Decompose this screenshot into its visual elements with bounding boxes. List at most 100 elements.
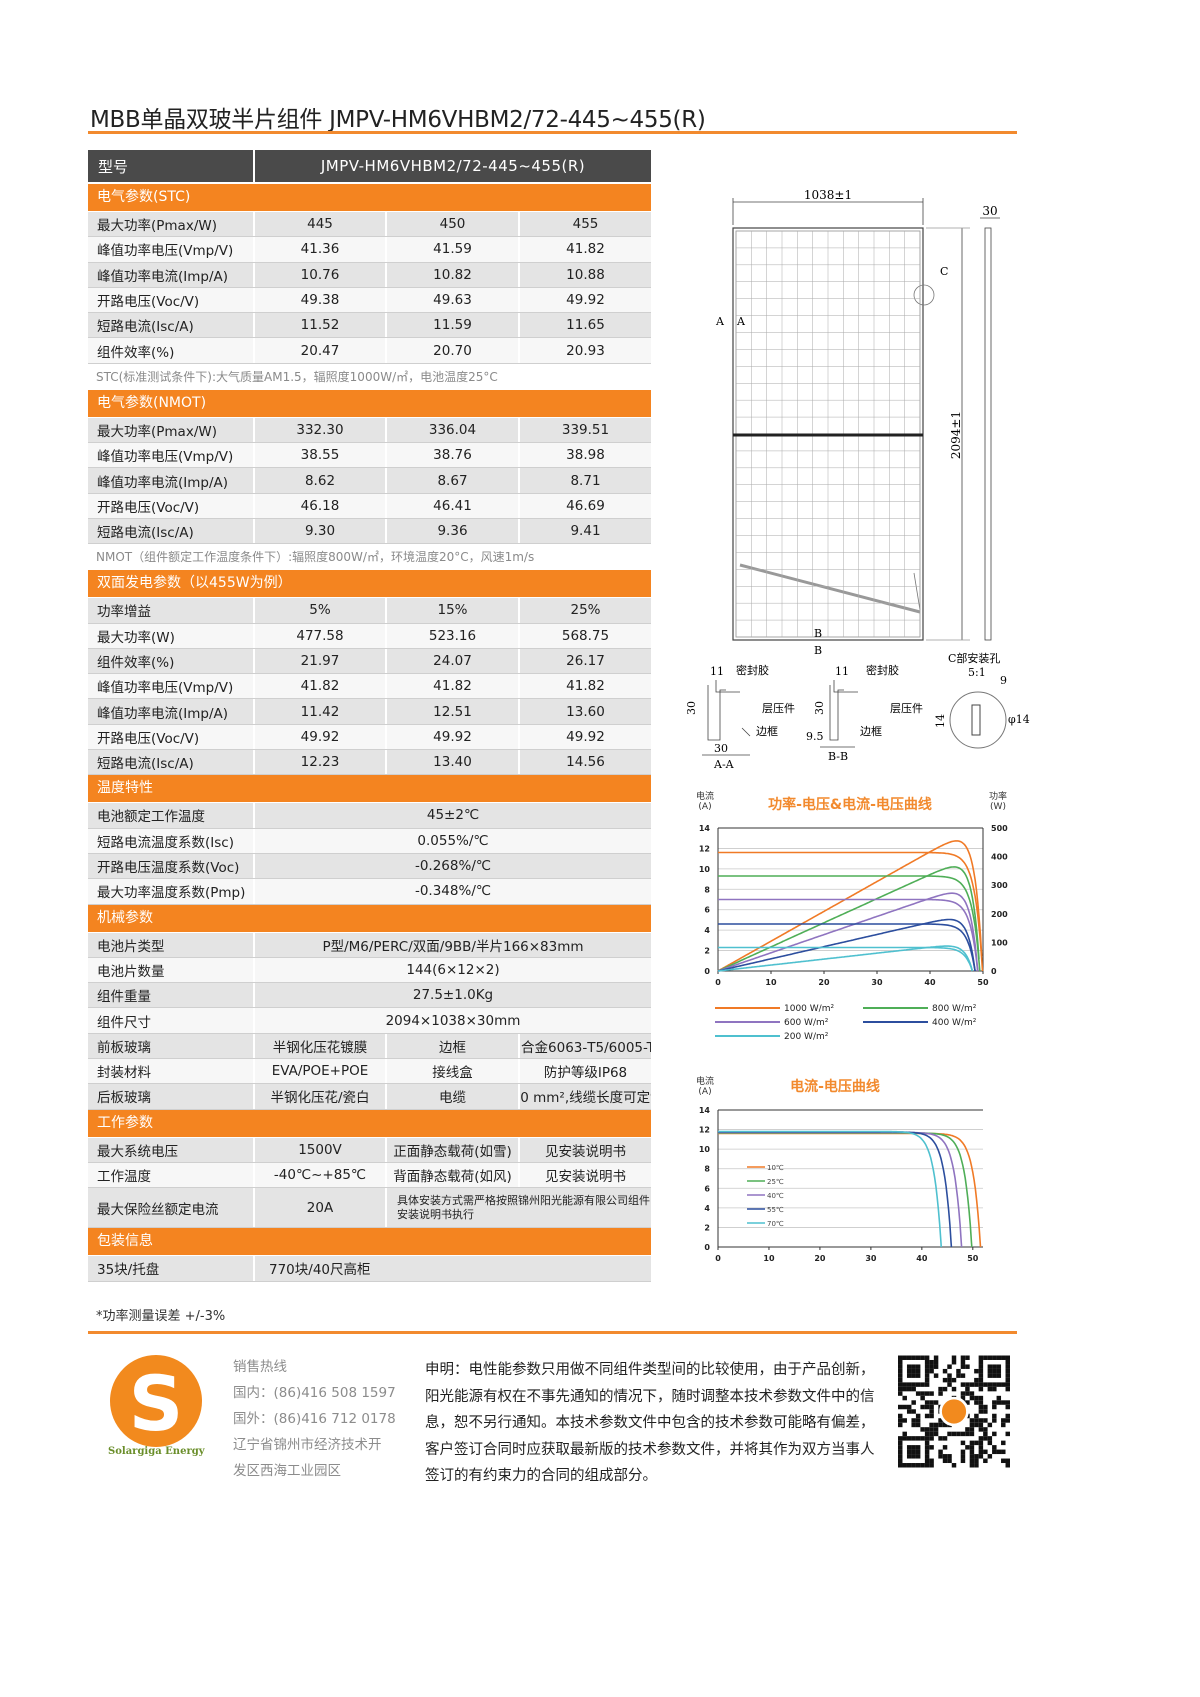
table-row: 后板玻璃 半钢化压花/瓷白电缆4.0 mm²,线缆长度可定制 bbox=[88, 1084, 651, 1110]
bb-seal-label: 密封胶 bbox=[866, 663, 899, 677]
x-tick-label: 40 bbox=[916, 1254, 928, 1263]
chart-title: 功率-电压&电流-电压曲线 bbox=[768, 796, 932, 813]
row-value: 20A bbox=[253, 1188, 385, 1228]
row-value: -0.268%/℃ bbox=[253, 853, 651, 879]
y-tick-label: 10 bbox=[699, 1145, 711, 1154]
section-note: STC(标准测试条件下):大气质量AM1.5，辐照度1000W/㎡，电池温度25… bbox=[96, 369, 498, 384]
row-value: 防护等级IP68 bbox=[518, 1059, 651, 1084]
legend-label: 40℃ bbox=[767, 1192, 784, 1200]
row-value: 339.51 bbox=[518, 417, 651, 443]
row-label: 峰值功率电压(Vmp/V) bbox=[97, 449, 234, 466]
row-label: 开路电压(Voc/V) bbox=[97, 499, 200, 516]
iv-curve bbox=[718, 898, 979, 972]
row-value: 445 bbox=[253, 212, 385, 237]
row-value: 41.36 bbox=[253, 237, 385, 262]
y-tick-label: 12 bbox=[699, 1126, 710, 1135]
table-row: 组件效率(%) 21.97 24.07 26.17 bbox=[88, 648, 651, 675]
row-label: 峰值功率电压(Vmp/V) bbox=[97, 243, 234, 260]
detail-c-marker: C bbox=[940, 265, 948, 278]
table-row: 前板玻璃 半钢化压花镀膜边框铝合金6063-T5/6005-T6 bbox=[88, 1033, 651, 1060]
row-value: 1500V bbox=[253, 1137, 385, 1162]
table-row: 电池片数量 144(6×12×2) bbox=[88, 957, 651, 984]
row-value: 边框 bbox=[385, 1033, 518, 1059]
row-value: 11.65 bbox=[518, 313, 651, 338]
row-value: 49.92 bbox=[518, 287, 651, 313]
section-note: NMOT（组件额定工作温度条件下）:辐照度800W/㎡，环境温度20°C，风速1… bbox=[96, 550, 535, 565]
row-value: 41.82 bbox=[518, 237, 651, 262]
row-value: 13.40 bbox=[385, 750, 518, 775]
c-detail-scale: 5:1 bbox=[968, 666, 986, 679]
row-value: 46.18 bbox=[253, 493, 385, 518]
row-value: 见安装说明书 bbox=[518, 1162, 651, 1188]
y-tick-label: 12 bbox=[699, 844, 710, 853]
row-value: 41.82 bbox=[385, 674, 518, 699]
table-row: 峰值功率电压(Vmp/V) 41.36 41.59 41.82 bbox=[88, 237, 651, 263]
bb-width: 9.5 bbox=[806, 730, 824, 743]
y2-tick-label: 100 bbox=[991, 938, 1008, 947]
y-axis-label: 电流 bbox=[696, 790, 714, 802]
row-value: 11.52 bbox=[253, 313, 385, 338]
row-value: 13.60 bbox=[518, 699, 651, 724]
row-label: 电池片类型 bbox=[97, 938, 165, 955]
legend-label: 55℃ bbox=[767, 1206, 784, 1214]
row-label: 开路电压(Voc/V) bbox=[97, 730, 200, 747]
table-header: 型号 JMPV-HM6VHBM2/72-445~455(R) bbox=[88, 150, 651, 182]
section-header: 温度特性 bbox=[88, 775, 651, 803]
y-tick-label: 6 bbox=[704, 1184, 710, 1193]
iv-curve bbox=[718, 1131, 963, 1248]
row-label: 最大系统电压 bbox=[97, 1143, 178, 1160]
aa-laminate-label: 层压件 bbox=[762, 702, 795, 715]
row-value: 20.70 bbox=[385, 338, 518, 363]
pv-curve bbox=[717, 840, 983, 972]
qr-code[interactable] bbox=[898, 1355, 1010, 1468]
row-value: 正面静态载荷(如雪) bbox=[385, 1137, 518, 1162]
row-label: 封装材料 bbox=[97, 1065, 151, 1082]
row-value: 12.23 bbox=[253, 750, 385, 775]
row-value: 10.82 bbox=[385, 262, 518, 287]
table-row: 开路电压(Voc/V) 49.38 49.63 49.92 bbox=[88, 287, 651, 314]
y-tick-label: 14 bbox=[699, 1106, 711, 1115]
row-value: 144(6×12×2) bbox=[253, 957, 651, 983]
bb-laminate-label: 层压件 bbox=[890, 702, 923, 715]
table-row: 开路电压(Voc/V) 46.18 46.41 46.69 bbox=[88, 493, 651, 519]
y-axis-label: 电流 bbox=[696, 1075, 714, 1087]
row-value: 10.76 bbox=[253, 262, 385, 287]
address-line-1: 辽宁省锦州市经济技术开 bbox=[233, 1437, 382, 1453]
row-value: 10.88 bbox=[518, 262, 651, 287]
y-tick-label: 2 bbox=[704, 947, 710, 956]
table-row: 电池额定工作温度 45±2℃ bbox=[88, 803, 651, 829]
y-axis-label: (A) bbox=[698, 802, 711, 812]
module-drawing: 1038±1 30 2094±1 C A A B B 11 密封胶 层压件 30… bbox=[685, 188, 1030, 770]
bb-height: 30 bbox=[813, 701, 826, 715]
row-value: 接线盒 bbox=[385, 1059, 518, 1084]
row-label: 短路电流(Isc/A) bbox=[97, 756, 194, 773]
row-value: 9.30 bbox=[253, 518, 385, 544]
row-value: 21.97 bbox=[253, 648, 385, 674]
table-row: 峰值功率电压(Vmp/V) 41.82 41.82 41.82 bbox=[88, 674, 651, 700]
row-label: 最大功率(Pmax/W) bbox=[97, 423, 217, 440]
bb-label: B-B bbox=[828, 750, 848, 763]
x-tick-label: 50 bbox=[967, 1254, 979, 1263]
row-value: 8.67 bbox=[385, 468, 518, 493]
aa-frame-label: 边框 bbox=[756, 725, 778, 738]
row-value: 电缆 bbox=[385, 1084, 518, 1109]
row-label: 峰值功率电压(Vmp/V) bbox=[97, 680, 234, 697]
pv-curve bbox=[717, 866, 980, 972]
bb-dim-top: 11 bbox=[835, 665, 849, 678]
c-detail-circle bbox=[949, 691, 1007, 749]
section-a-marker-2: A bbox=[736, 315, 746, 328]
x-tick-label: 10 bbox=[765, 978, 777, 987]
x-tick-label: 0 bbox=[715, 1254, 721, 1263]
row-label: 组件尺寸 bbox=[97, 1014, 151, 1031]
row-label: 电池额定工作温度 bbox=[97, 809, 205, 826]
y2-tick-label: 400 bbox=[991, 853, 1008, 862]
c-detail-dim-b: 14 bbox=[934, 714, 947, 728]
table-row: 开路电压温度系数(Voc) -0.268%/℃ bbox=[88, 853, 651, 880]
row-value: 41.82 bbox=[518, 674, 651, 699]
row-value: 523.16 bbox=[385, 623, 518, 648]
contact-info: 销售热线 国内：(86)416 508 1597 国外：(86)416 712 … bbox=[233, 1354, 396, 1484]
table-row: 峰值功率电流(Imp/A) 8.62 8.67 8.71 bbox=[88, 468, 651, 494]
legend-label: 10℃ bbox=[767, 1164, 784, 1172]
row-value: 450 bbox=[385, 212, 518, 237]
logo-letter: S bbox=[128, 1359, 184, 1448]
